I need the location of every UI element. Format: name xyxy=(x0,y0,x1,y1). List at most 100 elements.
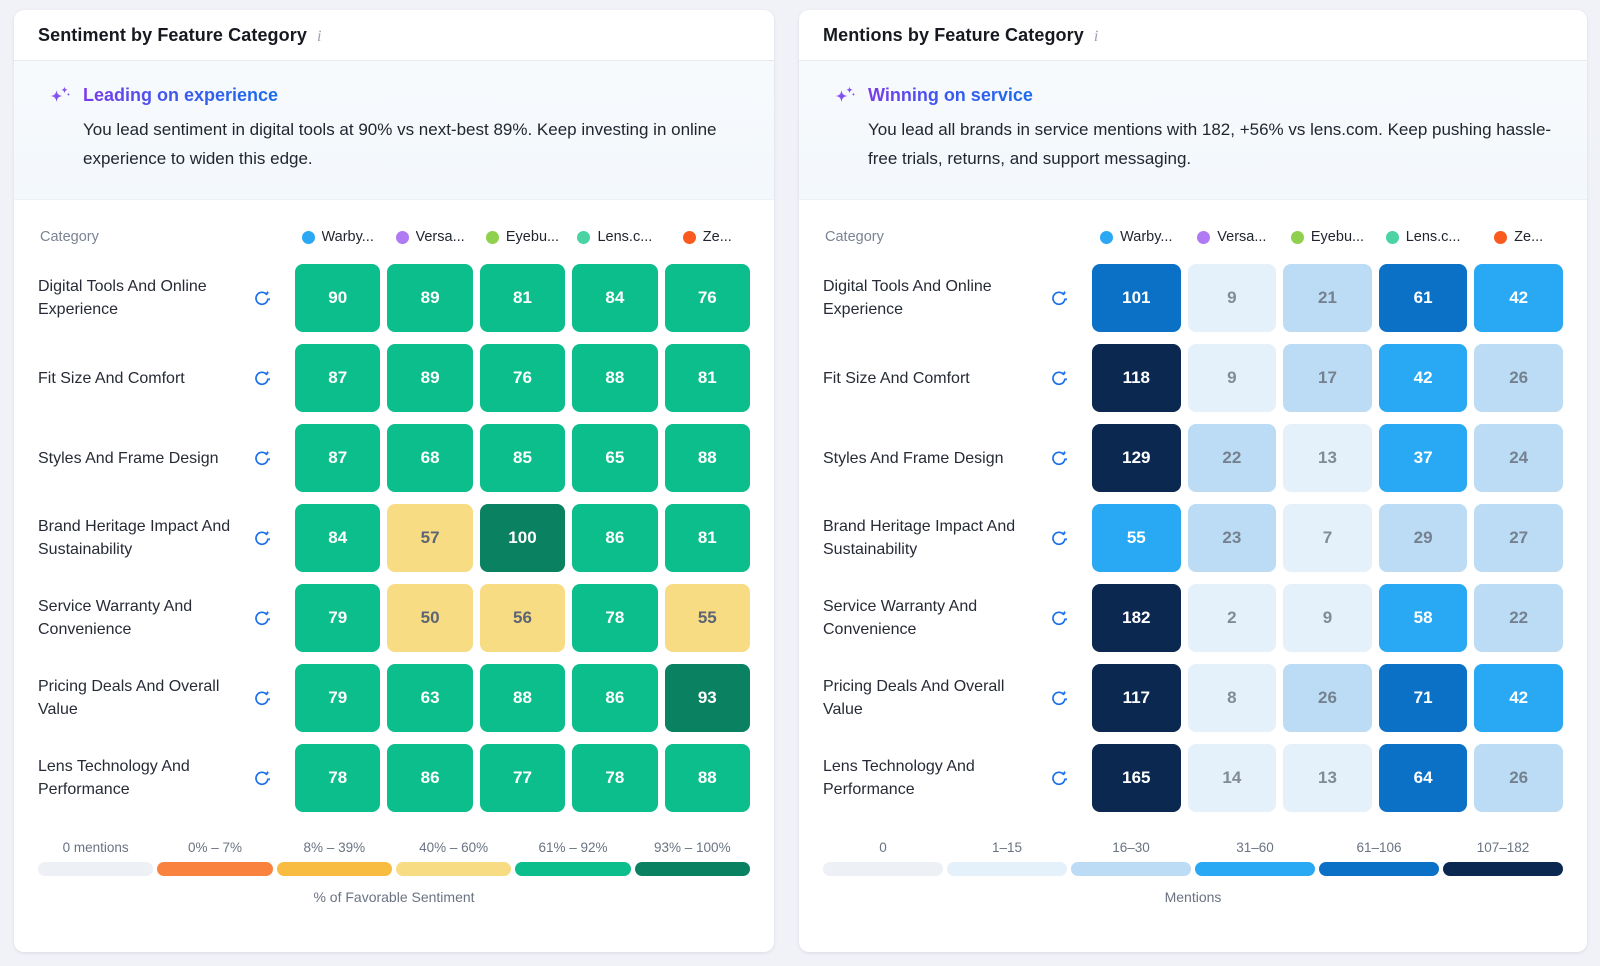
heatmap-cell[interactable]: 84 xyxy=(572,264,658,333)
heatmap-cell[interactable]: 24 xyxy=(1474,424,1563,493)
heatmap-cell[interactable]: 71 xyxy=(1378,664,1468,733)
legend-brand[interactable]: Lens.c... xyxy=(1379,229,1468,245)
heatmap-cell[interactable]: 29 xyxy=(1378,504,1468,573)
heatmap-cell[interactable]: 42 xyxy=(1474,264,1563,333)
legend-brand[interactable]: Eyebu... xyxy=(1283,229,1372,245)
heatmap-cell[interactable]: 129 xyxy=(1092,424,1181,493)
heatmap-cell[interactable]: 57 xyxy=(387,504,473,573)
heatmap-cell[interactable]: 8 xyxy=(1187,664,1277,733)
heatmap-cell[interactable]: 9 xyxy=(1283,584,1372,653)
heatmap-cell[interactable]: 27 xyxy=(1474,504,1563,573)
heatmap-cell[interactable]: 68 xyxy=(387,424,473,493)
heatmap-cell[interactable]: 9 xyxy=(1187,264,1277,333)
heatmap-cell[interactable]: 78 xyxy=(295,744,381,813)
heatmap-cell[interactable]: 14 xyxy=(1187,744,1277,813)
heatmap-cell[interactable]: 77 xyxy=(479,744,566,813)
heatmap-cell[interactable]: 89 xyxy=(387,344,473,413)
regenerate-category-button[interactable] xyxy=(1047,367,1069,389)
heatmap-cell[interactable]: 86 xyxy=(572,664,658,733)
heatmap-cell[interactable]: 165 xyxy=(1092,744,1181,813)
heatmap-cell[interactable]: 21 xyxy=(1283,264,1372,333)
info-icon[interactable]: i xyxy=(1093,27,1099,45)
heatmap-cell[interactable]: 42 xyxy=(1378,344,1468,413)
legend-brand[interactable]: Eyebu... xyxy=(480,229,565,245)
legend-brand[interactable]: Warby... xyxy=(295,229,380,245)
heatmap-cell[interactable]: 65 xyxy=(572,424,658,493)
regenerate-category-button[interactable] xyxy=(250,527,272,549)
legend-brand[interactable]: Ze... xyxy=(665,229,750,245)
regenerate-category-button[interactable] xyxy=(250,607,272,629)
legend-brand[interactable]: Versa... xyxy=(1188,229,1277,245)
heatmap-cell[interactable]: 117 xyxy=(1092,664,1181,733)
row-category-text: Fit Size And Comfort xyxy=(823,369,970,387)
heatmap-cell[interactable]: 89 xyxy=(387,264,473,333)
legend-brand[interactable]: Lens.c... xyxy=(572,229,657,245)
heatmap-cell[interactable]: 23 xyxy=(1187,504,1277,573)
heatmap-cell[interactable]: 42 xyxy=(1474,664,1563,733)
heatmap-cell[interactable]: 58 xyxy=(1378,584,1468,653)
heatmap-cell[interactable]: 93 xyxy=(664,664,750,733)
heatmap-cell[interactable]: 87 xyxy=(295,344,381,413)
heatmap-cell[interactable]: 81 xyxy=(664,344,750,413)
regenerate-category-button[interactable] xyxy=(250,367,272,389)
heatmap-cell[interactable]: 87 xyxy=(295,424,381,493)
heatmap-cell[interactable]: 81 xyxy=(479,264,566,333)
heatmap-cell[interactable]: 79 xyxy=(295,664,381,733)
heatmap-cell[interactable]: 37 xyxy=(1378,424,1468,493)
heatmap-cell[interactable]: 86 xyxy=(387,744,473,813)
heatmap-cell[interactable]: 13 xyxy=(1283,744,1372,813)
regenerate-category-button[interactable] xyxy=(250,447,272,469)
heatmap-cell[interactable]: 26 xyxy=(1474,344,1563,413)
info-icon[interactable]: i xyxy=(316,27,322,45)
heatmap-cell[interactable]: 76 xyxy=(479,344,566,413)
heatmap-cell[interactable]: 100 xyxy=(479,504,566,573)
heatmap-cell[interactable]: 9 xyxy=(1187,344,1277,413)
heatmap-cell[interactable]: 81 xyxy=(664,504,750,573)
heatmap-cell[interactable]: 118 xyxy=(1092,344,1181,413)
heatmap-cell[interactable]: 26 xyxy=(1283,664,1372,733)
heatmap-cell[interactable]: 78 xyxy=(572,584,658,653)
regenerate-category-button[interactable] xyxy=(1047,767,1069,789)
legend-brand[interactable]: Ze... xyxy=(1474,229,1563,245)
regenerate-category-button[interactable] xyxy=(250,687,272,709)
heatmap-cell[interactable]: 182 xyxy=(1092,584,1181,653)
heatmap-cell[interactable]: 88 xyxy=(664,744,750,813)
heatmap-cell[interactable]: 26 xyxy=(1474,744,1563,813)
mentions-by-feature-card: Mentions by Feature Category i Winning o… xyxy=(799,10,1587,952)
heatmap-cell[interactable]: 76 xyxy=(664,264,750,333)
heatmap-cell[interactable]: 7 xyxy=(1283,504,1372,573)
heatmap-cell[interactable]: 55 xyxy=(1092,504,1181,573)
regenerate-category-button[interactable] xyxy=(1047,287,1069,309)
heatmap-cell[interactable]: 2 xyxy=(1187,584,1277,653)
heatmap-cell[interactable]: 55 xyxy=(664,584,750,653)
heatmap-cell[interactable]: 78 xyxy=(572,744,658,813)
heatmap-cell[interactable]: 88 xyxy=(479,664,566,733)
heatmap-cell[interactable]: 88 xyxy=(572,344,658,413)
heatmap-cell[interactable]: 22 xyxy=(1187,424,1277,493)
heatmap-cell[interactable]: 90 xyxy=(295,264,381,333)
regenerate-category-button[interactable] xyxy=(1047,607,1069,629)
brand-color-dot xyxy=(1494,230,1508,244)
heatmap-cell[interactable]: 17 xyxy=(1283,344,1372,413)
heatmap-cell[interactable]: 84 xyxy=(295,504,381,573)
regenerate-category-button[interactable] xyxy=(250,287,272,309)
heatmap-cell[interactable]: 61 xyxy=(1378,264,1468,333)
regenerate-category-button[interactable] xyxy=(1047,687,1069,709)
heatmap-cell[interactable]: 88 xyxy=(664,424,750,493)
heatmap-cell[interactable]: 56 xyxy=(479,584,566,653)
heatmap-cell[interactable]: 22 xyxy=(1474,584,1563,653)
heatmap-cell[interactable]: 13 xyxy=(1283,424,1372,493)
heatmap-cell[interactable]: 101 xyxy=(1092,264,1181,333)
regenerate-category-button[interactable] xyxy=(1047,527,1069,549)
insight-title: Winning on service xyxy=(868,84,1033,105)
heatmap-cell[interactable]: 79 xyxy=(295,584,381,653)
heatmap-cell[interactable]: 64 xyxy=(1378,744,1468,813)
regenerate-category-button[interactable] xyxy=(1047,447,1069,469)
heatmap-cell[interactable]: 63 xyxy=(387,664,473,733)
regenerate-category-button[interactable] xyxy=(250,767,272,789)
heatmap-cell[interactable]: 85 xyxy=(479,424,566,493)
legend-brand[interactable]: Versa... xyxy=(387,229,472,245)
legend-brand[interactable]: Warby... xyxy=(1092,229,1181,245)
heatmap-cell[interactable]: 86 xyxy=(572,504,658,573)
heatmap-cell[interactable]: 50 xyxy=(387,584,473,653)
